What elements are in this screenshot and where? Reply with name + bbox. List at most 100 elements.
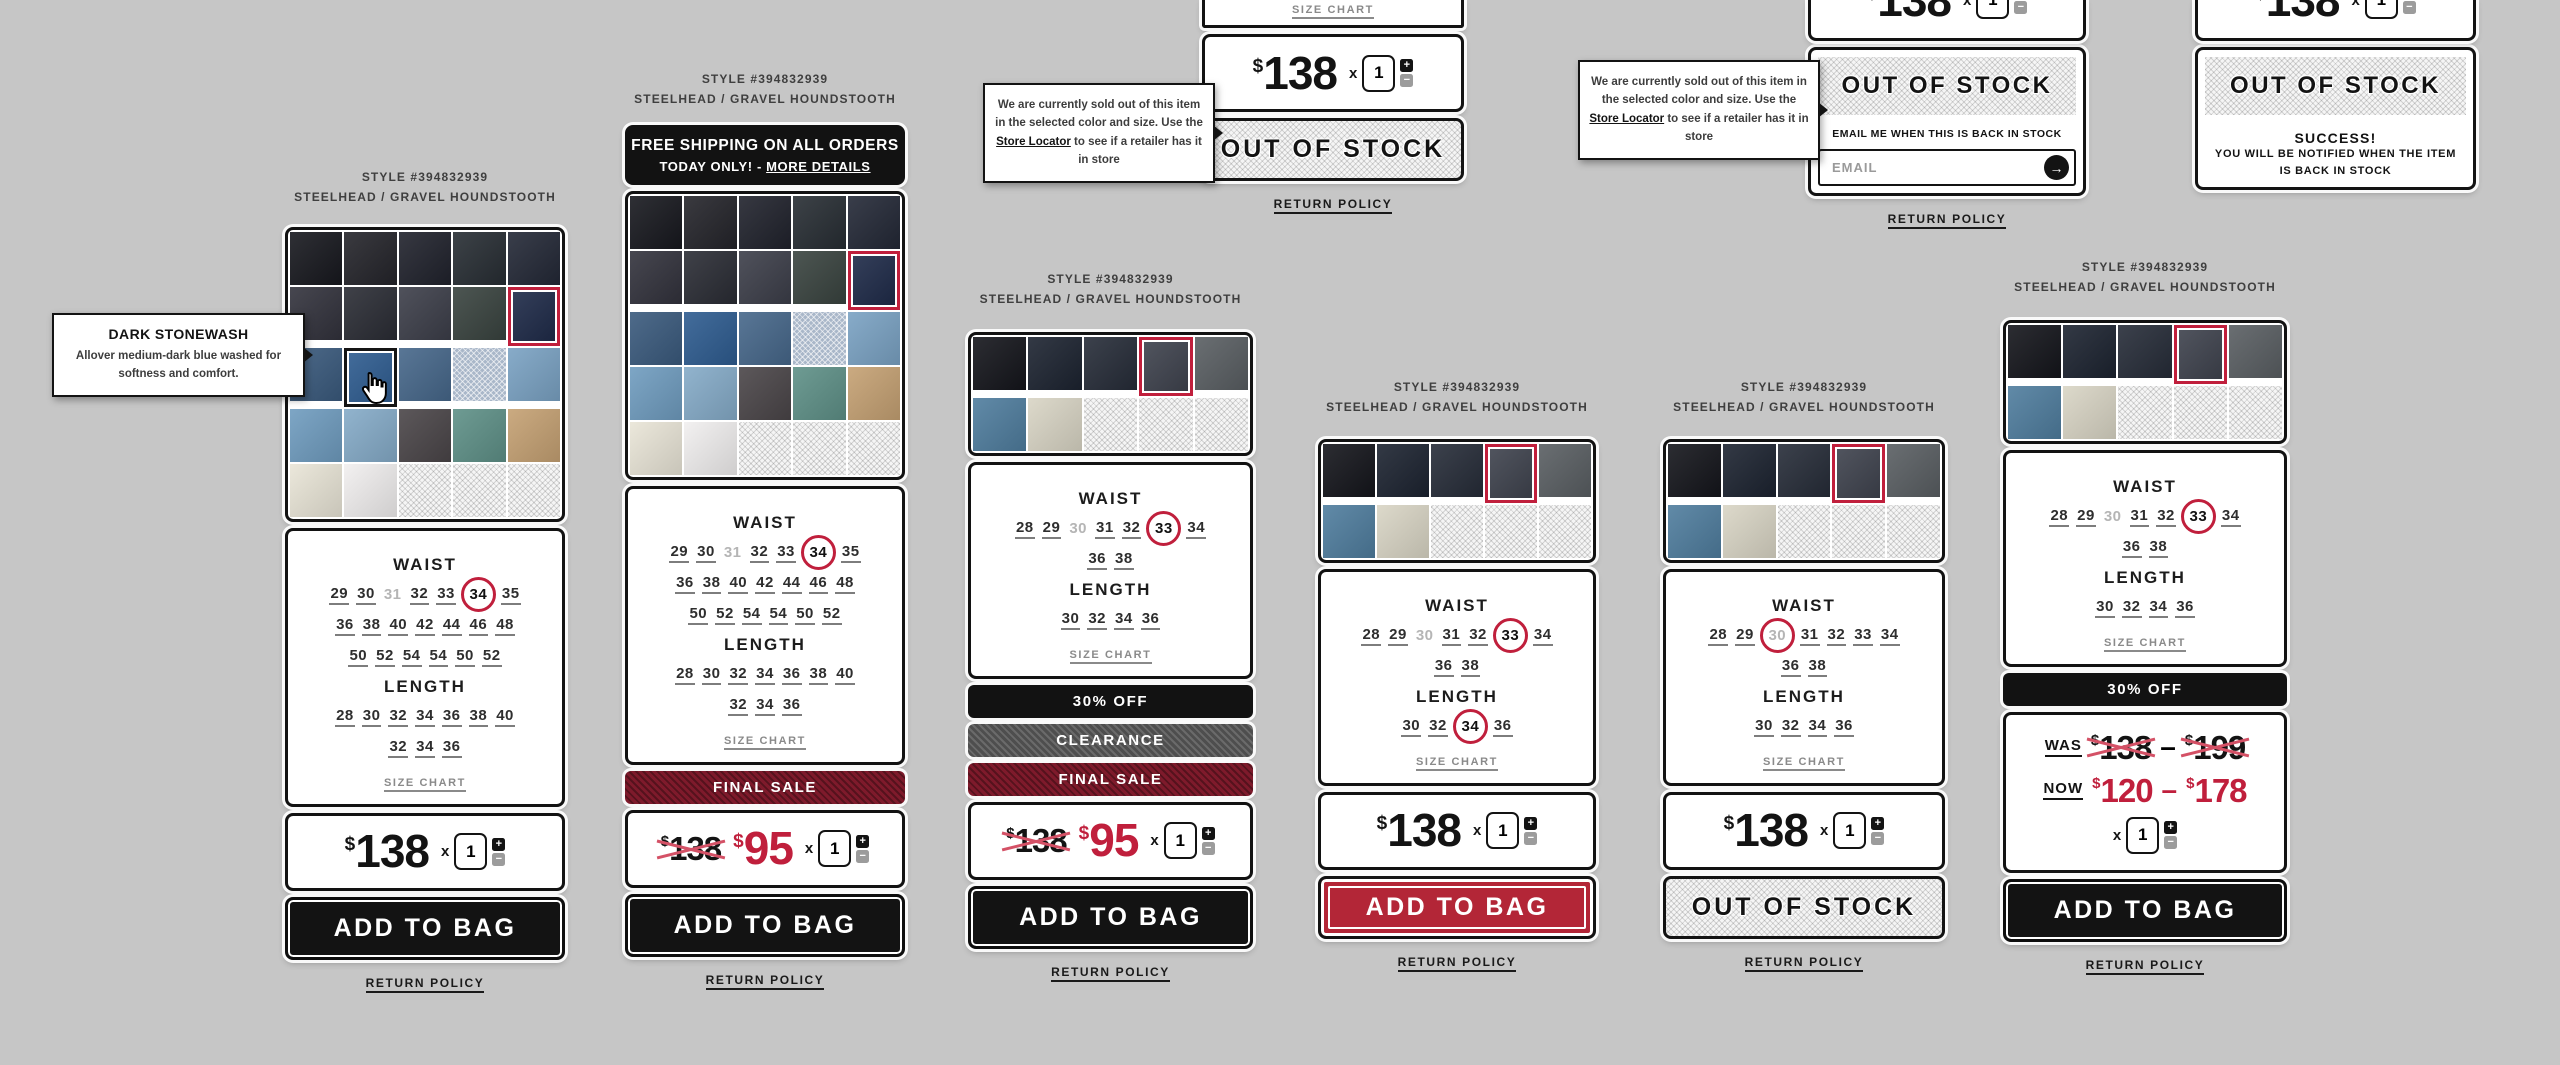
length-size-option[interactable]: 28 xyxy=(675,665,695,685)
unavailable-swatch[interactable] xyxy=(2228,385,2282,439)
waist-size-option[interactable]: 36 xyxy=(675,574,695,594)
color-swatch[interactable] xyxy=(738,250,792,304)
waist-size-option[interactable]: 34 xyxy=(2220,507,2241,527)
add-to-bag-button[interactable]: ADD TO BAG xyxy=(968,885,1253,949)
return-policy-link[interactable]: RETURN POLICY xyxy=(365,976,485,993)
quantity-input[interactable]: 1 xyxy=(1833,812,1867,850)
waist-size-option[interactable]: 34 xyxy=(1532,626,1553,646)
length-size-option[interactable]: 36 xyxy=(781,696,802,716)
color-swatch[interactable] xyxy=(630,311,683,365)
length-size-option[interactable]: 36 xyxy=(2175,598,2195,618)
return-policy-link[interactable]: RETURN POLICY xyxy=(1397,955,1517,972)
quantity-decrease-button[interactable]: − xyxy=(856,849,870,863)
quantity-decrease-button[interactable]: − xyxy=(1400,74,1414,87)
store-locator-link[interactable]: Store Locator xyxy=(996,135,1071,148)
waist-size-option[interactable]: 28 xyxy=(1708,626,1729,646)
patterned-swatch[interactable] xyxy=(793,311,846,365)
return-policy-link[interactable]: RETURN POLICY xyxy=(1744,955,1864,972)
length-size-option[interactable]: 38 xyxy=(808,665,829,685)
unavailable-swatch[interactable] xyxy=(398,463,452,517)
length-size-option[interactable]: 32 xyxy=(1780,717,1801,737)
color-swatch[interactable] xyxy=(1377,443,1429,497)
quantity-increase-button[interactable]: + xyxy=(1400,59,1414,72)
quantity-decrease-button[interactable]: − xyxy=(2402,1,2416,14)
color-swatch[interactable] xyxy=(1722,443,1776,497)
color-swatch[interactable] xyxy=(290,231,343,285)
waist-size-option[interactable]: 29 xyxy=(2076,507,2096,527)
waist-size-option[interactable]: 34 xyxy=(800,535,836,571)
length-size-option[interactable]: 34 xyxy=(1452,709,1488,745)
size-chart-link[interactable]: SIZE CHART xyxy=(724,735,806,750)
quantity-decrease-button[interactable]: − xyxy=(1871,831,1885,845)
unavailable-swatch[interactable] xyxy=(1777,504,1831,558)
color-swatch[interactable] xyxy=(793,366,846,420)
waist-size-option[interactable]: 38 xyxy=(2148,538,2169,558)
length-size-option[interactable]: 30 xyxy=(2095,598,2115,618)
waist-size-option[interactable]: 36 xyxy=(335,616,355,636)
return-policy-link[interactable]: RETURN POLICY xyxy=(1051,965,1170,982)
waist-size-option[interactable]: 38 xyxy=(701,574,722,594)
color-swatch[interactable] xyxy=(1722,504,1776,558)
color-swatch[interactable] xyxy=(847,195,900,249)
color-swatch[interactable] xyxy=(630,195,683,249)
return-policy-link[interactable]: RETURN POLICY xyxy=(705,973,825,990)
waist-size-option[interactable]: 50 xyxy=(348,647,369,667)
color-swatch[interactable] xyxy=(738,311,792,365)
color-swatch[interactable] xyxy=(1323,504,1375,558)
waist-size-option[interactable]: 33 xyxy=(1492,618,1528,654)
length-size-option[interactable]: 38 xyxy=(468,707,489,727)
return-policy-link[interactable]: RETURN POLICY xyxy=(2085,958,2205,975)
color-swatch[interactable] xyxy=(847,366,900,420)
color-swatch[interactable] xyxy=(1887,443,1940,497)
waist-size-option[interactable]: 29 xyxy=(1041,519,1062,539)
color-swatch[interactable] xyxy=(507,408,560,462)
waist-size-option[interactable]: 34 xyxy=(460,577,496,613)
color-swatch[interactable] xyxy=(1668,504,1721,558)
unavailable-swatch[interactable] xyxy=(1832,504,1886,558)
selected-color-swatch[interactable] xyxy=(1485,443,1537,503)
waist-size-option[interactable]: 32 xyxy=(409,585,430,605)
waist-size-option[interactable]: 38 xyxy=(1460,657,1481,677)
waist-size-option[interactable]: 44 xyxy=(441,616,462,636)
patterned-swatch[interactable] xyxy=(453,347,506,401)
waist-size-option[interactable]: 40 xyxy=(728,574,749,594)
color-swatch[interactable] xyxy=(973,336,1027,390)
store-locator-link[interactable]: Store Locator xyxy=(1589,112,1665,125)
quantity-input[interactable]: 1 xyxy=(1976,0,2010,19)
color-swatch[interactable] xyxy=(630,421,683,475)
length-size-option[interactable]: 34 xyxy=(1114,610,1134,630)
color-swatch[interactable] xyxy=(398,347,452,401)
quantity-input[interactable]: 1 xyxy=(2364,0,2398,19)
quantity-input[interactable]: 1 xyxy=(1362,54,1396,92)
length-size-option[interactable]: 32 xyxy=(2121,598,2142,618)
length-size-option[interactable]: 36 xyxy=(441,738,462,758)
color-swatch[interactable] xyxy=(1431,443,1483,497)
waist-size-option[interactable]: 38 xyxy=(1114,550,1134,570)
selected-color-swatch[interactable] xyxy=(507,286,560,346)
waist-size-option[interactable]: 34 xyxy=(1186,519,1207,539)
waist-size-option[interactable]: 52 xyxy=(481,647,502,667)
color-swatch[interactable] xyxy=(344,286,397,340)
waist-size-option[interactable]: 54 xyxy=(768,605,789,625)
color-swatch[interactable] xyxy=(2008,385,2062,439)
color-swatch[interactable] xyxy=(453,231,506,285)
waist-size-option[interactable]: 33 xyxy=(776,543,796,563)
color-swatch[interactable] xyxy=(453,286,506,340)
waist-size-option[interactable]: 30 xyxy=(356,585,376,605)
quantity-increase-button[interactable]: + xyxy=(2164,821,2178,835)
length-size-option[interactable]: 32 xyxy=(388,707,409,727)
color-swatch[interactable] xyxy=(847,311,900,365)
color-swatch[interactable] xyxy=(630,250,683,304)
selected-color-swatch[interactable] xyxy=(847,250,900,310)
return-policy-link[interactable]: RETURN POLICY xyxy=(1273,197,1393,214)
waist-size-option[interactable]: 48 xyxy=(495,616,515,636)
color-swatch[interactable] xyxy=(290,408,343,462)
waist-size-option[interactable]: 38 xyxy=(361,616,382,636)
length-size-option[interactable]: 32 xyxy=(1087,610,1107,630)
color-swatch[interactable] xyxy=(684,421,737,475)
unavailable-swatch[interactable] xyxy=(1431,504,1483,558)
waist-size-option[interactable]: 28 xyxy=(1361,626,1382,646)
length-size-option[interactable]: 34 xyxy=(755,665,775,685)
waist-size-option[interactable]: 38 xyxy=(1807,657,1828,677)
color-swatch[interactable] xyxy=(2228,324,2282,378)
